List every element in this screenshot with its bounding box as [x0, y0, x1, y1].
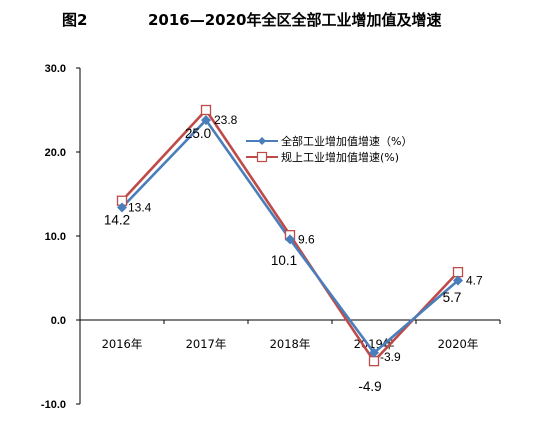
y-axis-ticks: -10.0 0.0 10.0 20.0 30.0 — [41, 63, 80, 411]
x-tick-label: 2017年 — [186, 337, 227, 351]
y-tick-label: -10.0 — [41, 399, 66, 411]
legend-marker-diamond-icon — [258, 137, 266, 145]
data-label-series2: 14.2 — [104, 213, 130, 228]
figure-label: 图2 — [62, 11, 87, 29]
data-label-series2: 25.0 — [185, 126, 211, 141]
legend: 全部工业增加值增速（%） 规上工业增加值增速(%) — [246, 134, 412, 164]
data-point-diamond — [201, 115, 211, 126]
y-tick-label: 0.0 — [51, 315, 66, 327]
legend-marker-square-icon — [256, 151, 268, 163]
data-label-series1: 23.8 — [214, 113, 238, 127]
data-label-series2: 5.7 — [443, 290, 462, 305]
legend-item-series2: 规上工业增加值增速(%) — [246, 150, 399, 164]
y-tick-label: 20.0 — [45, 147, 66, 159]
x-tick-label: 2020年 — [438, 337, 479, 351]
data-point-diamond — [453, 275, 463, 286]
y-tick-label: 30.0 — [45, 63, 66, 75]
x-axis-ticks: 2016年 2017年 2018年 2019年 2020年 — [79, 320, 501, 351]
data-label-series1: 13.4 — [128, 200, 152, 214]
legend-label-series1: 全部工业增加值增速（%） — [281, 134, 412, 148]
x-tick-label: 2018年 — [270, 337, 311, 351]
data-point-square — [452, 266, 464, 278]
legend-label-series2: 规上工业增加值增速(%) — [281, 150, 399, 164]
data-point-square — [368, 356, 380, 367]
data-label-series1: 4.7 — [466, 274, 483, 288]
data-point-diamond — [117, 202, 127, 213]
data-label-series2: 10.1 — [271, 253, 297, 268]
data-label-series1: 9.6 — [298, 232, 315, 246]
x-tick-label: 2016年 — [102, 337, 143, 351]
data-labels: 13.4 23.8 9.6 -3.9 4.7 14.2 25.0 10.1 -4.9 5.7 — [104, 113, 483, 394]
data-point-diamond — [285, 234, 295, 245]
chart-title: 2016—2020年全区全部工业增加值及增速 — [148, 11, 442, 29]
data-point-square — [200, 104, 212, 116]
series-markers — [116, 104, 464, 367]
legend-item-series1: 全部工业增加值增速（%） — [246, 134, 412, 148]
y-tick-label: 10.0 — [45, 231, 66, 243]
data-label-series1: -3.9 — [380, 350, 401, 364]
data-point-diamond — [369, 347, 379, 358]
data-label-series2: -4.9 — [358, 379, 381, 394]
